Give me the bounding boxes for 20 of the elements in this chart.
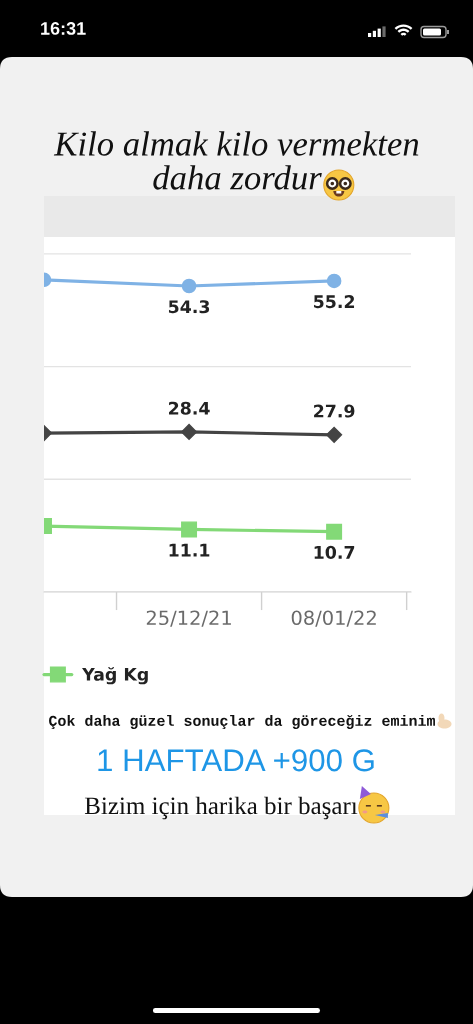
- text: Bizim için harika bir başarı: [84, 796, 358, 820]
- data-label: 27.9: [314, 404, 355, 418]
- data-label: 55.2: [314, 295, 355, 309]
- legend-label: Yağ Kg: [82, 667, 148, 685]
- data-label: 10.7: [314, 545, 355, 559]
- point: [326, 426, 343, 443]
- point: [181, 278, 197, 294]
- text: 16:31: [41, 22, 86, 35]
- data-label: 11.1: [169, 543, 210, 557]
- point: [180, 423, 198, 441]
- data-label: 28.4: [169, 401, 210, 415]
- text: Çok daha güzel sonuçlar da göreceğiz eminim: [49, 714, 435, 730]
- data-label: 54.3: [168, 300, 210, 314]
- point: [326, 523, 343, 540]
- x-tick-label: 08/01/22: [291, 610, 376, 627]
- chart-title: Kilo almak kilo vermekten daha zordur: [53, 131, 419, 190]
- x-tick-label: 25/12/21: [146, 610, 231, 627]
- point: [181, 521, 198, 538]
- point: [326, 273, 342, 289]
- text: 1 HAFTADA +900 G: [98, 749, 374, 772]
